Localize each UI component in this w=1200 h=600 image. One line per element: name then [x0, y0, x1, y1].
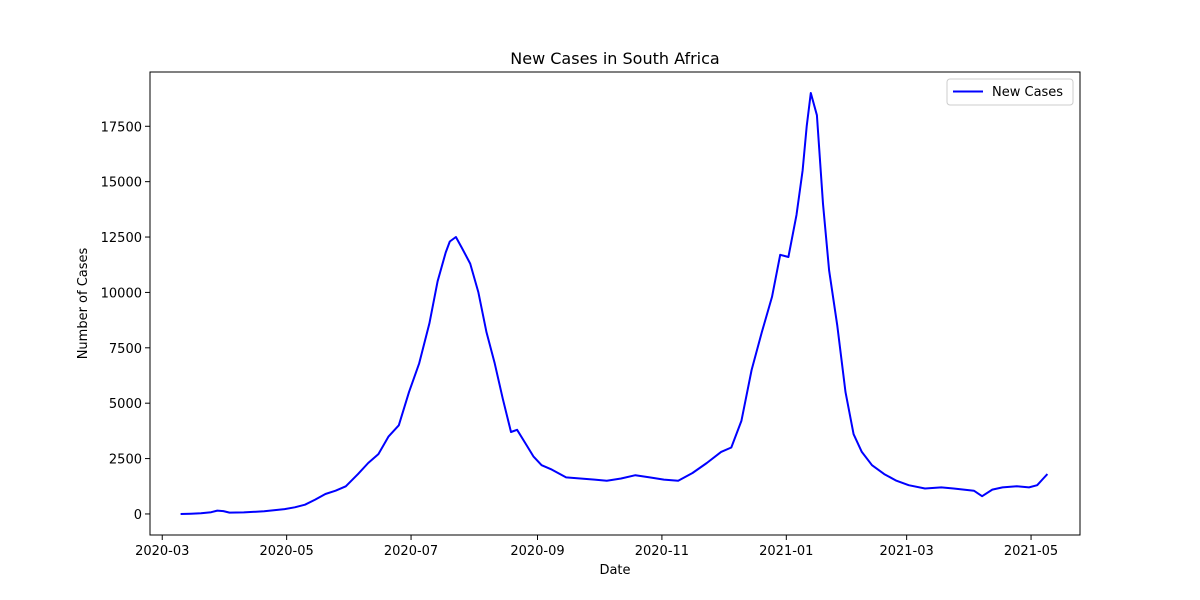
y-tick-label: 17500 [101, 120, 142, 135]
x-tick-label: 2020-11 [635, 544, 689, 559]
y-tick-label: 2500 [109, 453, 142, 468]
legend-label-new-cases: New Cases [992, 85, 1063, 100]
y-axis-label: Number of Cases [76, 247, 91, 359]
x-tick-label: 2020-05 [259, 544, 313, 559]
x-tick-label: 2021-01 [759, 544, 813, 559]
y-tick-label: 10000 [101, 286, 142, 301]
x-tick-label: 2021-03 [879, 544, 933, 559]
x-tick-label: 2020-07 [384, 544, 438, 559]
x-tick-label: 2020-09 [510, 544, 564, 559]
y-tick-label: 5000 [109, 397, 142, 412]
series-line-new-cases [180, 92, 1049, 515]
x-axis-label: Date [599, 563, 630, 578]
x-tick-label: 2020-03 [135, 544, 189, 559]
plot-frame [149, 71, 1081, 536]
y-tick-label: 15000 [101, 176, 142, 191]
y-tick-label: 0 [134, 508, 142, 523]
y-tick-label: 7500 [109, 342, 142, 357]
x-tick-label: 2021-05 [1004, 544, 1058, 559]
legend: New Cases [946, 78, 1074, 106]
y-tick-label: 12500 [101, 231, 142, 246]
chart-title: New Cases in South Africa [510, 49, 719, 68]
legend-box [946, 78, 1074, 106]
